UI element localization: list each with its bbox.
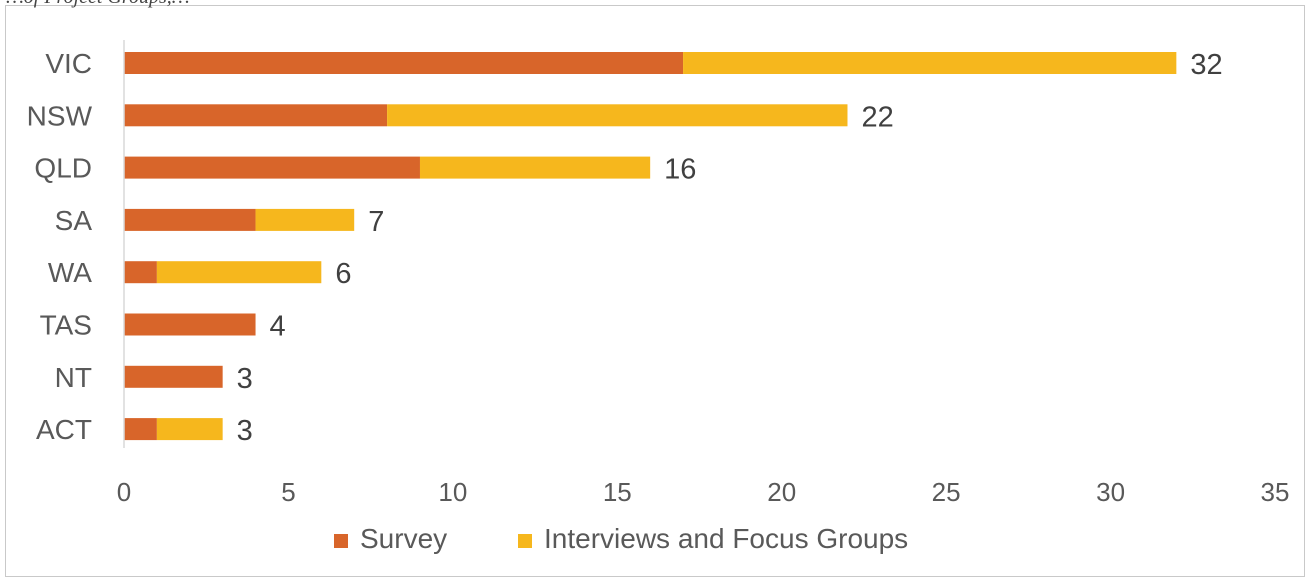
x-tick-0: 0 (117, 477, 131, 507)
total-label-nt: 3 (237, 363, 253, 395)
x-tick-35: 35 (1261, 477, 1290, 507)
total-label-vic: 32 (1190, 49, 1222, 81)
bar-qld-survey (124, 156, 420, 179)
bars-group (124, 52, 1177, 441)
chart-frame (5, 5, 1305, 577)
legend: Survey Interviews and Focus Groups (334, 523, 908, 554)
x-tick-5: 5 (281, 477, 295, 507)
legend-label-survey: Survey (360, 523, 447, 554)
total-label-tas: 4 (270, 311, 286, 343)
category-label-nsw: NSW (27, 100, 93, 131)
bar-sa-survey (124, 208, 256, 231)
bar-act-survey (124, 418, 157, 441)
legend-swatch-survey (334, 534, 348, 548)
bar-tas-survey (124, 313, 256, 336)
category-label-sa: SA (55, 205, 93, 236)
category-label-vic: VIC (45, 48, 92, 79)
category-label-tas: TAS (40, 310, 92, 341)
bar-nt-survey (124, 365, 223, 388)
bar-wa-survey (124, 261, 157, 284)
category-label-act: ACT (36, 414, 92, 445)
bar-nsw-survey (124, 104, 388, 127)
category-label-nt: NT (55, 362, 92, 393)
total-label-wa: 6 (335, 258, 351, 290)
total-label-qld: 16 (664, 154, 696, 186)
bar-sa-interviews-and-focus-groups (255, 208, 355, 231)
category-label-qld: QLD (34, 153, 92, 184)
x-tick-20: 20 (767, 477, 796, 507)
bar-vic-interviews-and-focus-groups (683, 52, 1177, 74)
x-tick-10: 10 (438, 477, 467, 507)
bar-nsw-interviews-and-focus-groups (387, 104, 848, 127)
caption-fragment: …of Project Groups,… (6, 0, 190, 9)
bar-vic-survey (124, 52, 684, 74)
x-tick-15: 15 (603, 477, 632, 507)
x-axis-ticks: 0 5 10 15 20 25 30 35 (117, 477, 1290, 507)
bar-act-interviews-and-focus-groups (156, 418, 223, 441)
x-tick-25: 25 (932, 477, 961, 507)
category-label-wa: WA (48, 257, 92, 288)
bar-wa-interviews-and-focus-groups (156, 261, 322, 284)
legend-label-interviews-and-focus-groups: Interviews and Focus Groups (544, 523, 908, 554)
legend-swatch-interviews-and-focus-groups (518, 534, 532, 548)
total-label-nsw: 22 (861, 101, 893, 133)
category-labels: VIC NSW QLD SA WA TAS NT ACT (27, 48, 93, 445)
x-tick-30: 30 (1096, 477, 1125, 507)
total-label-sa: 7 (368, 206, 384, 238)
total-label-act: 3 (237, 415, 253, 447)
bar-qld-interviews-and-focus-groups (419, 156, 651, 179)
